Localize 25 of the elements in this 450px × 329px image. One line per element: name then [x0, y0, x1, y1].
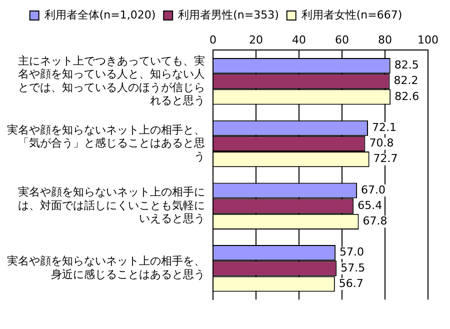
data-label: 65.4: [358, 198, 382, 212]
data-label: 82.5: [394, 58, 419, 72]
data-label: 72.7: [373, 152, 398, 166]
x-tick-label: 80: [378, 33, 392, 46]
legend-label: 利用者全体(n=1,020): [44, 8, 156, 22]
legend-label: 利用者女性(n=667): [301, 8, 402, 22]
x-tick-label: 20: [249, 33, 263, 46]
x-tick-label: 0: [210, 33, 216, 46]
data-label: 70.8: [369, 136, 394, 150]
data-label: 67.0: [361, 183, 386, 196]
x-tick-label: 60: [335, 33, 349, 46]
data-label: 82.6: [394, 90, 420, 103]
y-tick-label: 実名や顔を知らないネット上の相手と、「気が合う」と感じることはあると思う: [7, 123, 205, 163]
x-tick-label: 100: [418, 33, 438, 46]
legend-label: 利用者男性(n=353): [178, 8, 279, 22]
data-label: 82.2: [394, 74, 418, 88]
data-label: 57.0: [340, 246, 364, 259]
y-tick-label: 実名や顔を知らないネット上の相手を、身近に感じることはあると思う: [7, 254, 205, 281]
data-label: 57.5: [340, 261, 366, 274]
y-tick-label: 主にネット上でつきあっていても、実名や顔を知っている人と、知らない人とでは、知っている人のほうが信じられると思う: [18, 54, 205, 108]
x-tick-label: 40: [292, 33, 306, 46]
data-label: 72.1: [372, 120, 397, 134]
data-label: 56.7: [338, 276, 364, 290]
y-tick-label: 実名や顔を知らないネット上の相手には、対面では話しにくいことも気軽にいえると思う: [18, 186, 205, 226]
data-label: 67.8: [362, 214, 388, 228]
